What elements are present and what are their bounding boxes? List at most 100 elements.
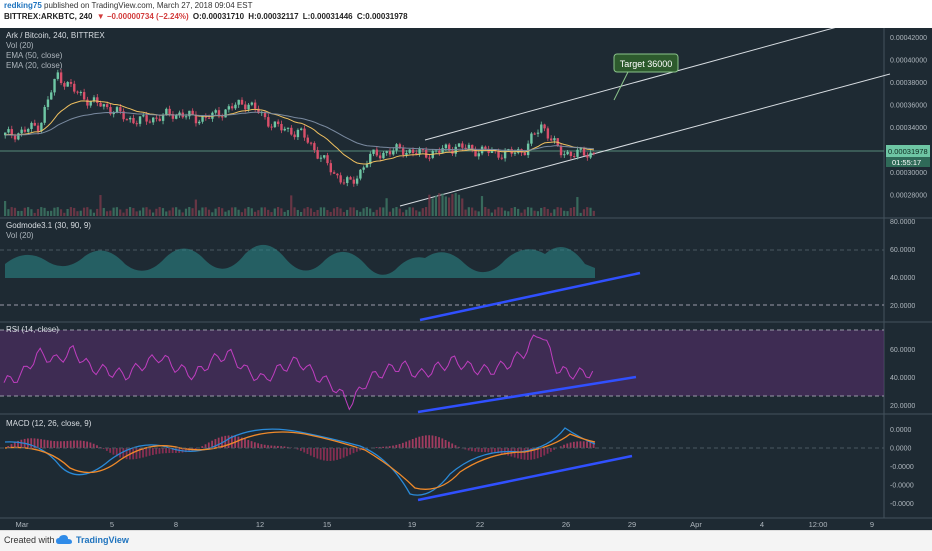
macd-hist-bar <box>418 437 420 448</box>
macd-hist-bar <box>238 437 240 448</box>
macd-hist-bar <box>543 448 545 455</box>
volume-bar <box>320 207 322 216</box>
volume-bar <box>336 207 338 216</box>
volume-bar <box>323 207 325 216</box>
macd-hist-bar <box>326 448 328 461</box>
candle-body <box>339 175 341 182</box>
candle-body <box>57 72 59 79</box>
volume-bar <box>251 208 253 216</box>
macd-hist-bar <box>428 435 430 448</box>
candle-body <box>99 103 101 107</box>
candle-body <box>366 164 368 167</box>
volume-bar <box>510 208 512 216</box>
volume-bar <box>487 209 489 216</box>
candle-body <box>323 155 325 157</box>
x-tick-label: 9 <box>870 520 874 529</box>
volume-bar <box>60 209 62 216</box>
volume-bar <box>389 212 391 216</box>
volume-bar <box>534 211 536 216</box>
volume-bar <box>182 212 184 216</box>
macd-line <box>5 428 595 495</box>
candle-body <box>277 122 279 124</box>
volume-bar <box>7 209 9 216</box>
candle-body <box>310 143 312 144</box>
candle-body <box>60 72 62 83</box>
volume-bar <box>37 209 39 216</box>
macd-hist-bar <box>409 440 411 448</box>
chart-area[interactable]: Target 36000 Ark / Bitcoin, 240, BITTREX… <box>0 28 932 530</box>
macd-hist-bar <box>261 444 263 448</box>
candle-body <box>514 153 516 154</box>
candle-body <box>409 149 411 152</box>
target-callout[interactable]: Target 36000 <box>614 54 678 100</box>
macd-hist-bar <box>333 448 335 461</box>
candle-body <box>247 105 249 110</box>
candle-body <box>330 163 332 172</box>
volume-bar <box>494 209 496 216</box>
volume-bar <box>438 193 440 216</box>
volume-bar <box>451 194 453 216</box>
candle-body <box>165 109 167 115</box>
footer: Created with TradingView <box>0 530 932 551</box>
author-link[interactable]: redking75 <box>4 1 42 10</box>
macd-hist-bar <box>339 448 341 459</box>
volume-bar <box>139 211 141 216</box>
macd-hist-bar <box>205 444 207 448</box>
macd-hist-bar <box>40 439 42 448</box>
volume-bar <box>27 207 29 216</box>
volume-bar <box>24 208 26 216</box>
macd-hist-bar <box>96 445 98 448</box>
price-axis[interactable]: 0.000420000.000400000.000380000.00036000… <box>890 35 927 508</box>
volume-bar <box>540 208 542 216</box>
candle-body <box>70 82 72 84</box>
macd-hist-bar <box>162 448 164 453</box>
candle-body <box>455 147 457 154</box>
change-text: ▼ −0.00000734 (−2.24%) <box>97 12 189 21</box>
candle-body <box>458 143 460 146</box>
candle-body <box>428 158 430 159</box>
tradingview-logo-text[interactable]: TradingView <box>76 535 129 545</box>
candle-body <box>73 84 75 92</box>
volume-bar <box>527 207 529 216</box>
candle-body <box>537 133 539 134</box>
candle-body <box>362 167 364 169</box>
y-tick-label: 40.0000 <box>890 275 915 282</box>
x-tick-label: 22 <box>476 520 484 529</box>
volume-bar <box>557 207 559 216</box>
volume-bar <box>448 198 450 216</box>
legend-ema50: EMA (50, close) <box>6 51 63 60</box>
candle-body <box>66 82 68 87</box>
y-tick-label: 0.0000 <box>890 446 912 453</box>
volume-bar <box>159 207 161 216</box>
volume-bar <box>560 208 562 216</box>
volume-bar <box>359 212 361 216</box>
candle-body <box>214 110 216 113</box>
volume-bar <box>307 207 309 216</box>
macd-hist-bar <box>90 443 92 448</box>
high-value: H:0.00032117 <box>248 12 298 21</box>
volume-bar <box>99 195 101 216</box>
x-tick-label: 8 <box>174 520 178 529</box>
candle-body <box>405 153 407 155</box>
target-label: Target 36000 <box>620 59 673 69</box>
chart-svg[interactable]: Target 36000 Ark / Bitcoin, 240, BITTREX… <box>0 28 932 530</box>
macd-hist-bar <box>109 448 111 453</box>
volume-bar <box>422 208 424 216</box>
volume-bar <box>20 211 22 216</box>
y-tick-label: 0.00034000 <box>890 125 927 132</box>
candle-body <box>461 143 463 147</box>
volume-bar <box>432 198 434 216</box>
macd-hist-bar <box>53 441 55 448</box>
candle-body <box>517 149 519 153</box>
volume-bar <box>376 210 378 216</box>
macd-hist-bar <box>343 448 345 458</box>
volume-bar <box>553 209 555 216</box>
volume-bar <box>471 208 473 216</box>
volume-bar <box>172 208 174 216</box>
candle-body <box>221 116 223 117</box>
price-candles <box>4 69 595 187</box>
volume-bar <box>303 208 305 216</box>
y-tick-label: 60.0000 <box>890 247 915 254</box>
macd-hist-bar <box>175 448 177 453</box>
